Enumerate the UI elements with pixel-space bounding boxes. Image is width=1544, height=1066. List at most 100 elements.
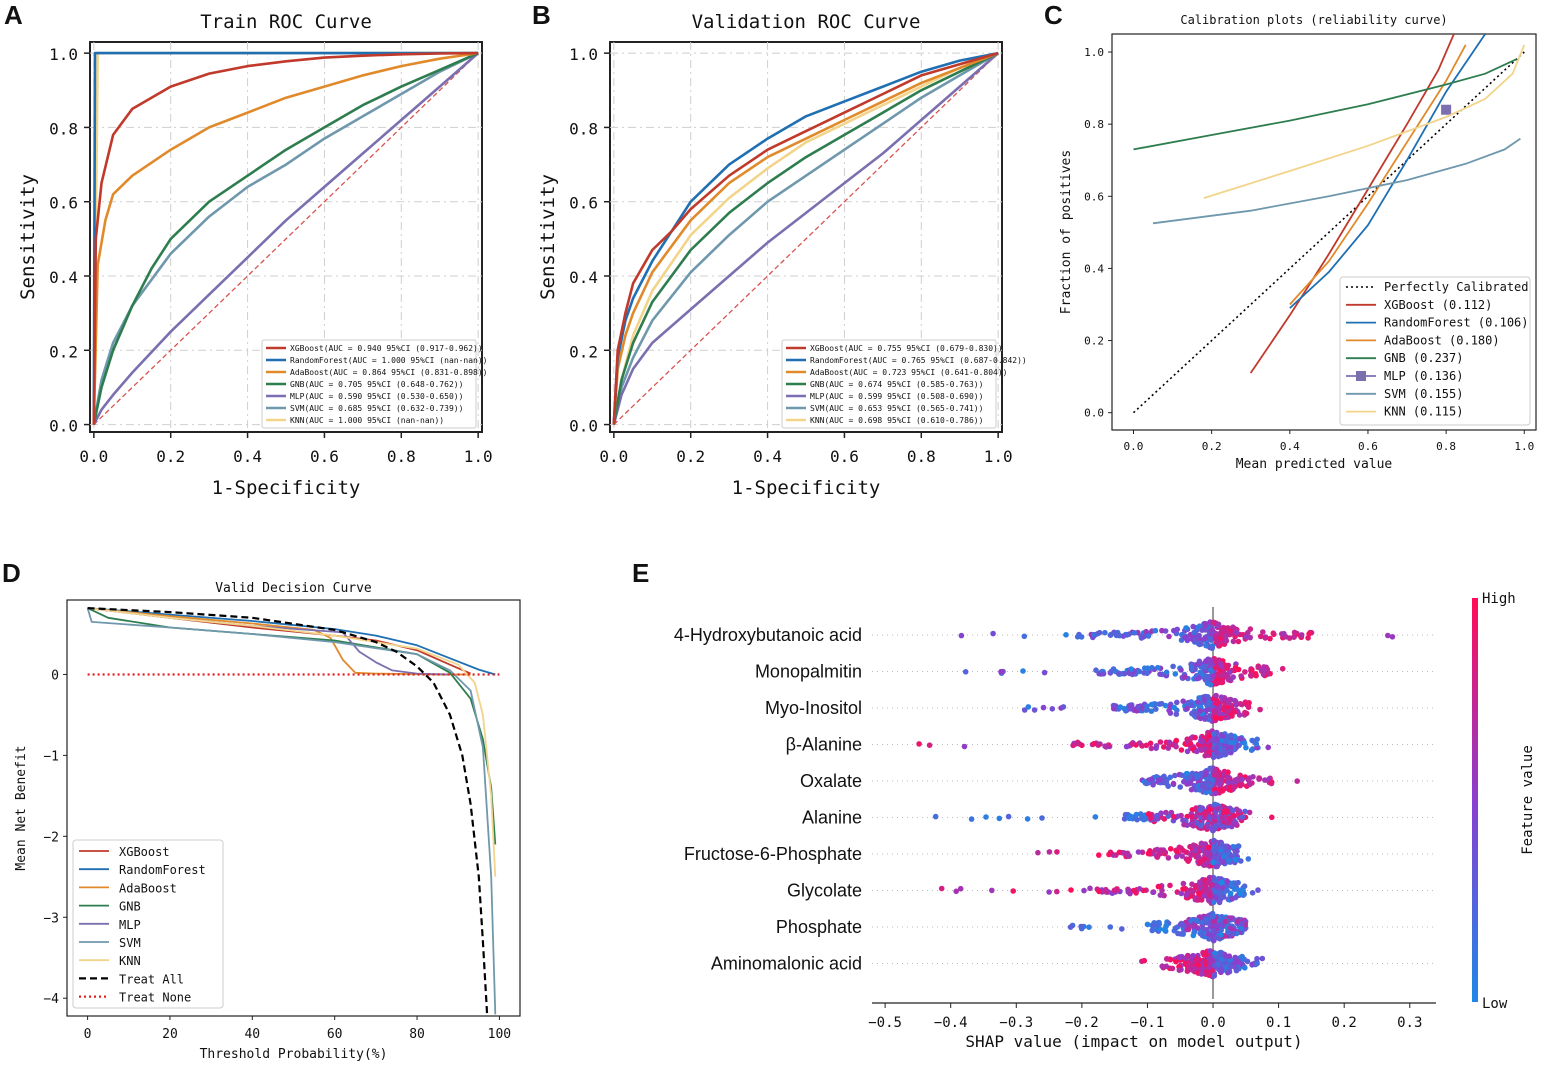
legend-label-randomforest: RandomForest(AUC = 1.000 95%CI (nan-nan)… — [290, 356, 487, 365]
chance-line — [613, 52, 999, 426]
shap-dot — [1110, 666, 1117, 672]
shap-dot — [1232, 848, 1239, 855]
chart-title: Validation ROC Curve — [692, 11, 921, 33]
shap-dot — [1183, 849, 1189, 855]
shap-dot — [1054, 849, 1060, 855]
shap-dot — [1107, 632, 1114, 638]
shap-dot — [957, 885, 964, 892]
shap-dot — [1213, 714, 1219, 721]
shap-dot — [1201, 635, 1208, 642]
shap-dot — [1194, 774, 1201, 781]
shap-dot — [1111, 887, 1118, 894]
legend-label-adaboost: AdaBoost(AUC = 0.864 95%CI (0.831-0.898)… — [290, 368, 487, 377]
shap-dot — [1158, 847, 1164, 853]
shap-dot — [1031, 707, 1038, 713]
shap-dot — [1214, 638, 1221, 645]
shap-dot — [1169, 965, 1176, 972]
shap-dot — [1185, 701, 1191, 708]
shap-dot — [1184, 968, 1191, 974]
shap-dot — [1210, 859, 1216, 866]
shap-dot — [1175, 813, 1181, 820]
x-tick-label: 0.0 — [599, 447, 628, 466]
shap-dot — [1158, 700, 1165, 707]
shap-dot — [1184, 637, 1191, 644]
legend-label-gnb: GNB(AUC = 0.674 95%CI (0.585-0.763)) — [810, 380, 983, 389]
shap-dot — [1217, 787, 1223, 793]
shap-dot — [1202, 811, 1208, 817]
shap-dot — [1213, 710, 1219, 716]
shap-dot — [1070, 742, 1076, 749]
shap-dot — [1162, 849, 1169, 856]
shap-dot — [1226, 953, 1233, 959]
shap-dot — [1096, 852, 1102, 858]
shap-dot — [1153, 706, 1159, 712]
shap-dot — [1192, 636, 1198, 643]
shap-dot — [1127, 813, 1133, 819]
shap-dot — [1150, 782, 1156, 788]
shap-dot — [1232, 856, 1239, 863]
shap-dot — [1262, 635, 1269, 641]
shap-dot — [1121, 850, 1127, 856]
shap-dot — [1253, 672, 1259, 679]
shap-dot — [1180, 698, 1186, 704]
shap-dot — [1144, 703, 1150, 709]
shap-dot — [1255, 887, 1261, 893]
shap-dot — [990, 630, 996, 637]
shap-dot — [1170, 813, 1177, 820]
shap-dot — [1219, 894, 1225, 901]
shap-dot — [1178, 890, 1185, 897]
shap-dot — [1163, 922, 1169, 929]
shap-dot — [1131, 630, 1138, 636]
shap-dot — [1206, 878, 1212, 885]
shap-dot — [1172, 671, 1179, 677]
x-tick-label: 20 — [162, 1027, 178, 1042]
shap-dot — [1208, 932, 1214, 939]
shap-dot — [1046, 889, 1052, 895]
legend-label-knn: KNN (0.115) — [1384, 405, 1463, 419]
shap-dot — [1139, 743, 1145, 749]
shap-dot — [1223, 738, 1229, 745]
shap-dot — [1185, 858, 1191, 864]
shap-dot — [1195, 699, 1201, 705]
roc-curve-adaboost — [612, 51, 999, 425]
shap-dot — [1198, 840, 1205, 847]
shap-dot — [1135, 849, 1142, 855]
feature-label: Monopalmitin — [755, 662, 862, 682]
shap-dot — [1173, 743, 1179, 750]
shap-dot — [1216, 899, 1223, 906]
shap-dot — [1143, 628, 1149, 635]
legend-label-perfect: Perfectly Calibrated — [1384, 280, 1529, 294]
shap-dot — [1224, 878, 1231, 885]
shap-dot — [1189, 889, 1196, 896]
shap-dot — [1161, 744, 1167, 750]
shap-dot — [1268, 779, 1275, 785]
shap-dot — [1265, 744, 1271, 751]
shap-dot — [1241, 891, 1247, 897]
shap-dot — [1291, 634, 1297, 640]
shap-dot — [1164, 956, 1170, 962]
shap-dot — [1242, 808, 1248, 815]
legend-box — [781, 339, 997, 429]
shap-dot — [1233, 967, 1240, 974]
shap-dot — [1175, 930, 1181, 937]
shap-dot — [1035, 849, 1041, 856]
shap-dot — [1226, 669, 1232, 676]
shap-dot — [1192, 923, 1198, 929]
x-tick-label: 0.6 — [310, 447, 339, 466]
shap-dot — [1218, 915, 1224, 922]
colorbar-high-label: High — [1482, 591, 1516, 607]
shap-dot — [1245, 856, 1252, 862]
shap-dot — [1207, 892, 1213, 899]
roc-curve-gnb — [612, 51, 999, 425]
shap-dot — [1166, 633, 1172, 640]
shap-dot — [1209, 777, 1216, 783]
calibration-curve-knn — [1203, 44, 1526, 199]
shap-dot — [1254, 960, 1260, 967]
shap-dot — [1218, 956, 1225, 962]
shap-dot — [1260, 667, 1266, 673]
shap-dot — [983, 814, 989, 820]
x-tick-label: −0.5 — [868, 1015, 902, 1031]
shap-dot — [968, 816, 975, 822]
shap-dot — [1202, 745, 1208, 752]
